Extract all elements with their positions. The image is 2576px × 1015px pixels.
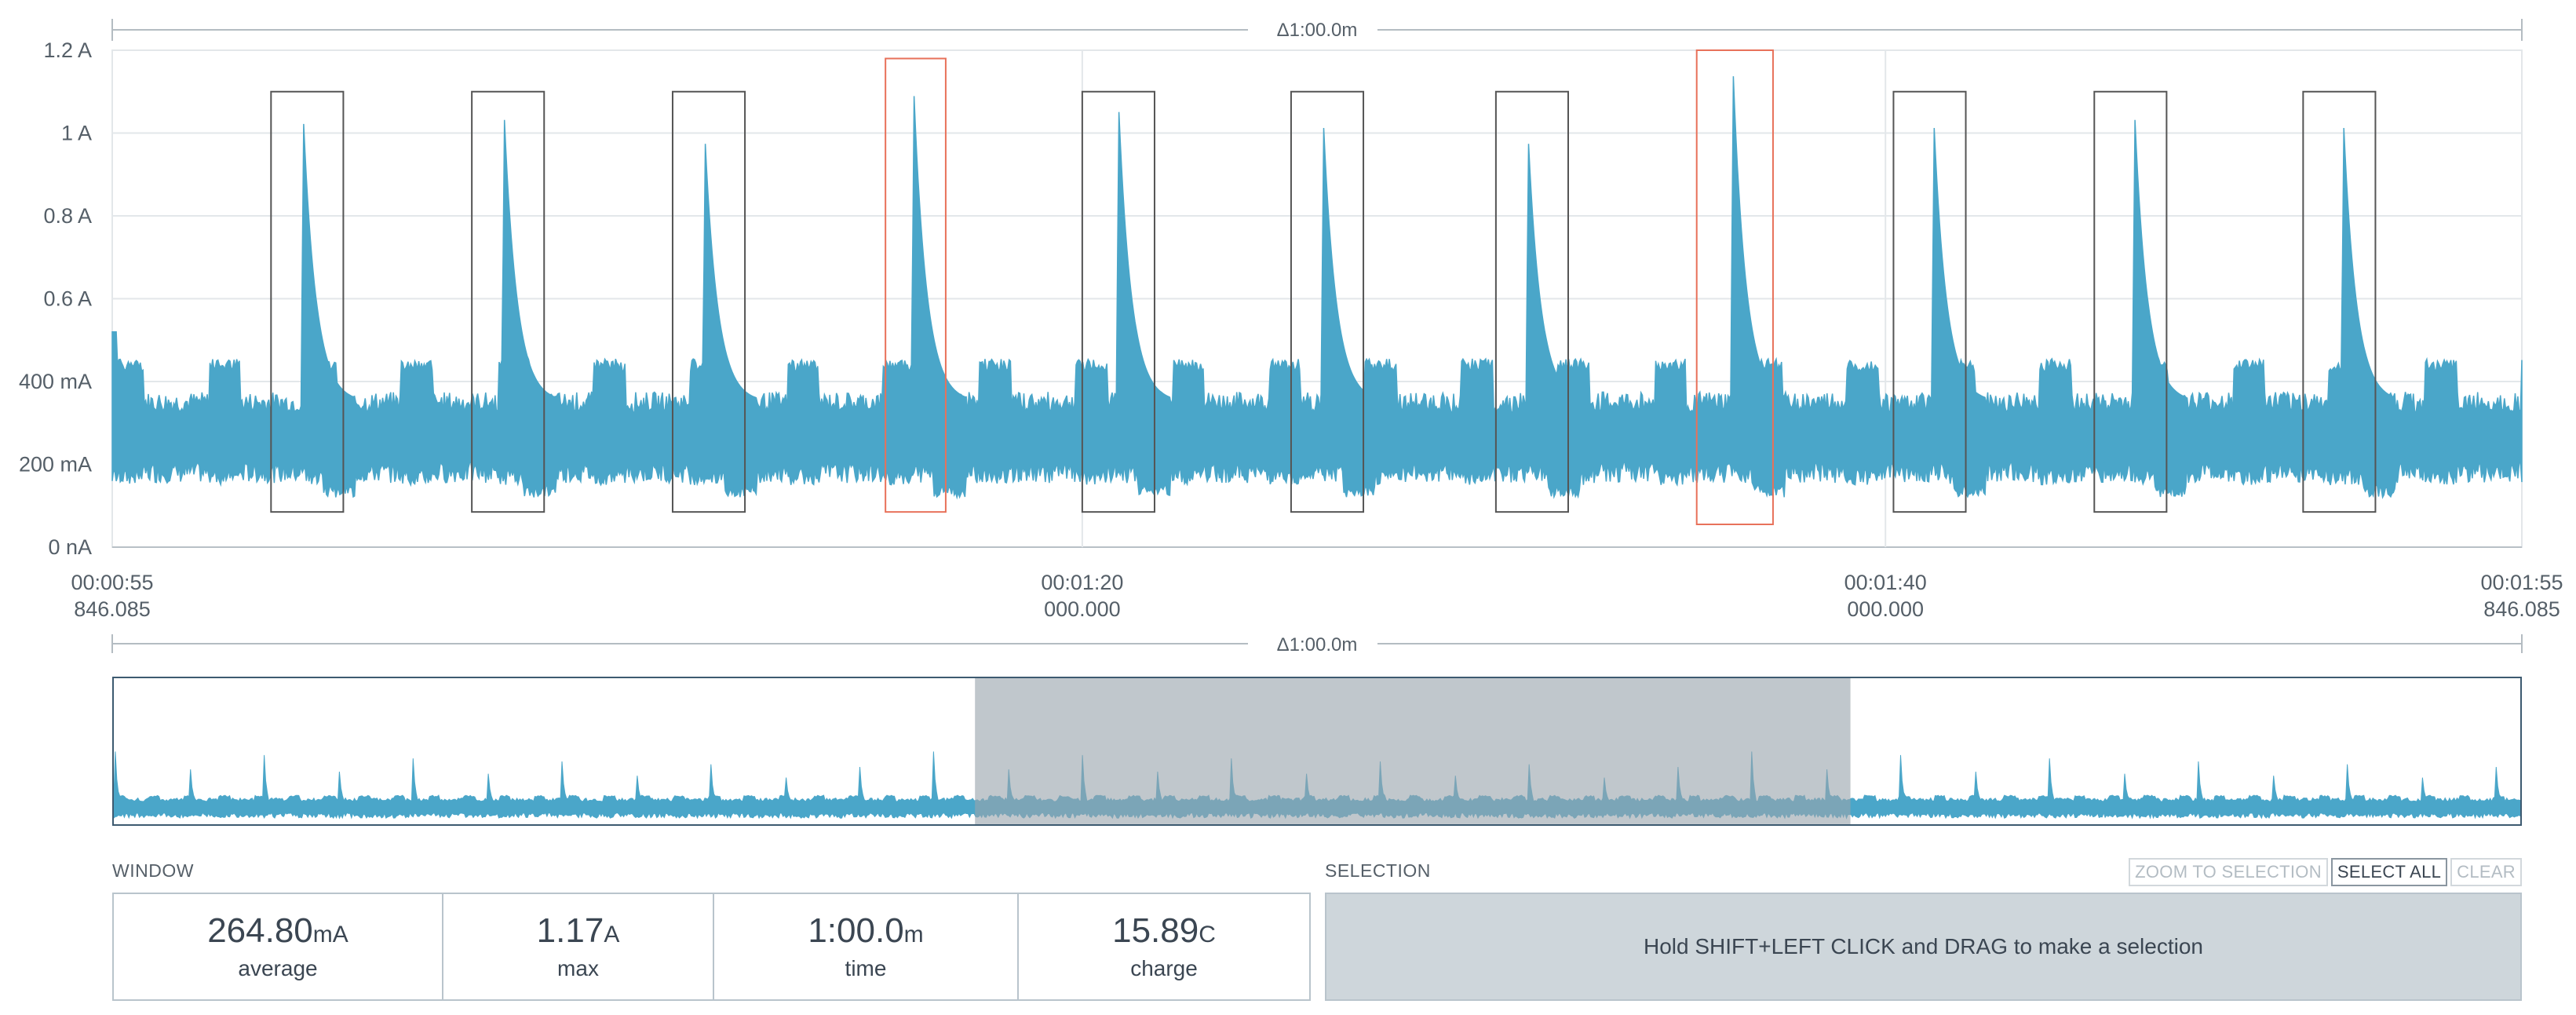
stat-average-unit: mA [312,921,348,947]
minimap-chart[interactable] [114,678,2520,824]
stat-charge-label: charge [1130,956,1198,981]
highlight-boxes [270,49,2377,525]
stat-charge-unit: C [1199,921,1216,947]
window-span-indicator: Δ1:00.0m [111,19,2523,41]
x-tick-sublabel: 846.085 [2483,597,2560,621]
selection-section-label: SELECTION [1325,860,1431,881]
y-tick-label: 1.2 A [43,38,92,62]
stat-max: 1.17A max [443,894,714,999]
x-tick-sublabel: 000.000 [1044,597,1121,621]
y-tick-label: 400 mA [19,370,92,393]
stat-average-value: 264.80 [207,911,313,950]
event-highlight-box[interactable] [471,90,545,513]
stat-charge: 15.89C charge [1019,894,1309,999]
minimap-span-label: Δ1:00.0m [1277,634,1358,655]
y-tick-label: 200 mA [19,453,92,476]
window-span-label: Δ1:00.0m [1277,20,1358,41]
stat-time-value: 1:00.0 [808,911,904,950]
event-highlight-box[interactable] [270,90,345,513]
event-highlight-box[interactable] [1494,90,1569,513]
x-tick-label: 00:00:55 [71,571,153,594]
x-tick-label: 00:01:40 [1844,571,1927,594]
stat-time: 1:00.0m time [714,894,1019,999]
x-tick-sublabel: 846.085 [74,597,151,621]
zoom-to-selection-button[interactable]: ZOOM TO SELECTION [2129,858,2328,886]
event-highlight-box[interactable] [1892,90,1967,513]
stat-time-unit: m [903,921,924,947]
stat-max-label: max [557,956,599,981]
stat-max-value: 1.17 [536,911,604,950]
clear-button[interactable]: CLEAR [2450,858,2522,886]
x-tick-sublabel: 000.000 [1847,597,1924,621]
selection-hint: Hold SHIFT+LEFT CLICK and DRAG to make a… [1644,934,2203,958]
event-highlight-box[interactable] [671,90,746,513]
y-axis: 0 nA 200 mA 400 mA 0.6 A 0.8 A 1 A 1.2 A [19,38,92,559]
stat-time-label: time [845,956,887,981]
y-tick-label: 0 nA [48,535,92,559]
event-highlight-box[interactable] [1695,49,1774,525]
window-stats: 264.80mA average 1.17A max 1:00.0m time … [112,893,1311,1001]
event-highlight-box[interactable] [1290,90,1365,513]
window-section-label: WINDOW [112,860,194,881]
minimap-window-overlay[interactable] [975,678,1851,824]
current-chart[interactable]: 0 nA 200 mA 400 mA 0.6 A 0.8 A 1 A 1.2 A 00:00… [0,0,2576,644]
stat-average: 264.80mA average [114,894,443,999]
stat-max-unit: A [604,921,620,947]
event-highlight-box[interactable] [2093,90,2168,513]
event-highlight-box[interactable] [885,57,947,513]
selection-controls: ZOOM TO SELECTION SELECT ALL CLEAR [2129,858,2522,886]
x-tick-label: 00:01:55 [2480,571,2563,594]
event-highlight-box[interactable] [1081,90,1155,513]
y-tick-label: 0.8 A [43,204,92,228]
minimap-trace [114,751,2520,820]
y-tick-label: 1 A [61,122,92,145]
minimap-span: Δ1:00.0m [111,634,2523,655]
x-tick-label: 00:01:20 [1041,571,1123,594]
stat-average-label: average [238,956,318,981]
selection-panel[interactable]: Hold SHIFT+LEFT CLICK and DRAG to make a… [1325,893,2522,1001]
select-all-button[interactable]: SELECT ALL [2330,858,2448,886]
stat-charge-value: 15.89 [1112,911,1199,950]
x-axis: 00:00:55 846.085 00:01:20 000.000 00:01:40 00… [71,571,2563,621]
current-trace [111,76,2523,500]
overview-minimap[interactable] [112,677,2522,826]
y-tick-label: 0.6 A [43,287,92,311]
event-highlight-box[interactable] [2302,90,2377,513]
